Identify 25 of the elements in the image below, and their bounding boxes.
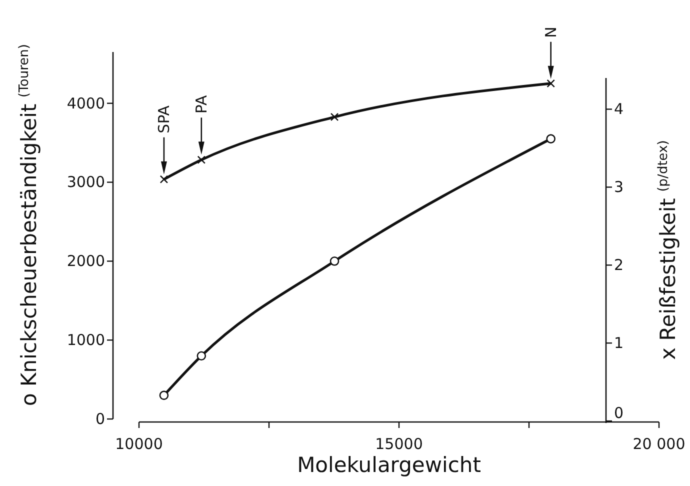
y2-tick-label: 1 — [614, 334, 624, 352]
point — [330, 256, 340, 266]
x-tick-label: 15000 — [375, 435, 423, 453]
x-axis-title: Molekulargewicht — [297, 453, 481, 477]
point — [546, 134, 556, 144]
y2-tick-label: 0 — [614, 404, 624, 422]
x-tick-label: 20 000 — [632, 435, 686, 453]
x-tick-label: 10000 — [115, 435, 163, 453]
point — [159, 390, 169, 400]
annotation: N — [542, 26, 560, 38]
point — [330, 112, 339, 122]
point — [196, 351, 206, 361]
y2-tick-label: 3 — [614, 178, 624, 196]
y2-tick-label: 4 — [614, 100, 624, 118]
point — [197, 156, 206, 164]
y-tick-label: 4000 — [66, 94, 105, 112]
y2-tick-label: 2 — [614, 256, 624, 274]
y-tick-label: 1000 — [66, 331, 105, 350]
y-tick-label: 0 — [95, 410, 105, 428]
point — [546, 79, 555, 88]
y-tick-label: 2000 — [66, 252, 105, 270]
annotation: SPA — [154, 104, 173, 134]
y-tick-label: 3000 — [66, 173, 105, 192]
point — [160, 175, 168, 184]
annotation: PA — [192, 94, 210, 114]
